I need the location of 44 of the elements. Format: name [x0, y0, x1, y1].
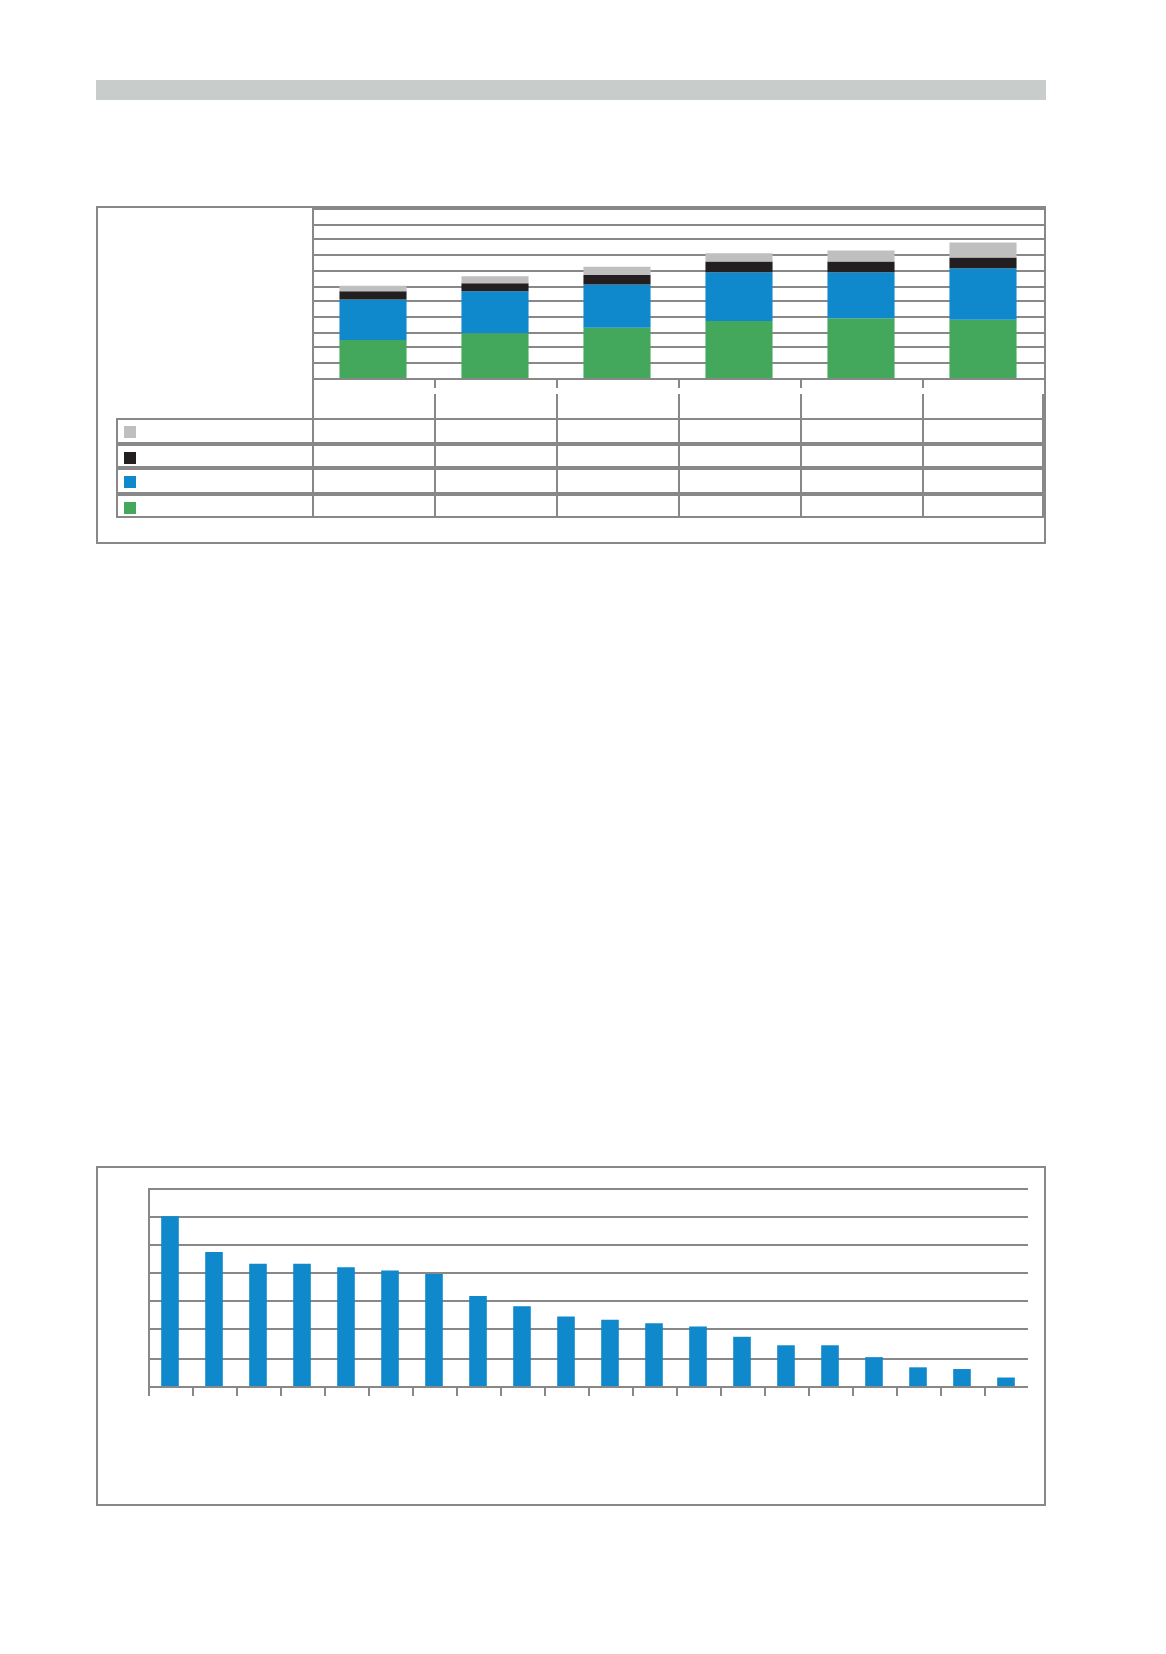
bar — [583, 284, 651, 328]
bar — [827, 318, 895, 378]
bar — [821, 1345, 839, 1386]
bar — [339, 340, 407, 378]
bar — [777, 1345, 795, 1386]
bar — [827, 261, 895, 273]
bar — [293, 1263, 311, 1386]
bar — [461, 291, 529, 334]
bar — [949, 319, 1017, 378]
bar — [645, 1323, 663, 1386]
bar — [339, 285, 407, 292]
bar — [425, 1273, 443, 1386]
bar — [381, 1270, 399, 1386]
bar — [705, 321, 773, 378]
bar — [513, 1306, 531, 1386]
bar — [733, 1336, 751, 1386]
bar — [461, 276, 529, 284]
bar — [461, 333, 529, 378]
bar — [997, 1377, 1015, 1386]
bar — [865, 1357, 883, 1386]
bar — [583, 275, 651, 285]
bar — [949, 242, 1017, 258]
bar — [949, 257, 1017, 269]
bar — [705, 253, 773, 262]
bar — [601, 1319, 619, 1386]
bar — [469, 1296, 487, 1386]
bar — [949, 268, 1017, 320]
bar — [339, 291, 407, 300]
bar — [249, 1263, 267, 1386]
bar — [827, 250, 895, 262]
bar — [339, 299, 407, 341]
bar — [705, 261, 773, 273]
bar — [827, 272, 895, 319]
bar — [583, 266, 651, 275]
bar — [337, 1267, 355, 1386]
bar — [161, 1216, 179, 1386]
bar — [461, 283, 529, 292]
bar — [705, 272, 773, 322]
bar — [953, 1369, 971, 1386]
bar — [909, 1367, 927, 1386]
bar — [583, 327, 651, 378]
bar — [557, 1316, 575, 1386]
bar — [689, 1326, 707, 1386]
bar — [205, 1251, 223, 1386]
